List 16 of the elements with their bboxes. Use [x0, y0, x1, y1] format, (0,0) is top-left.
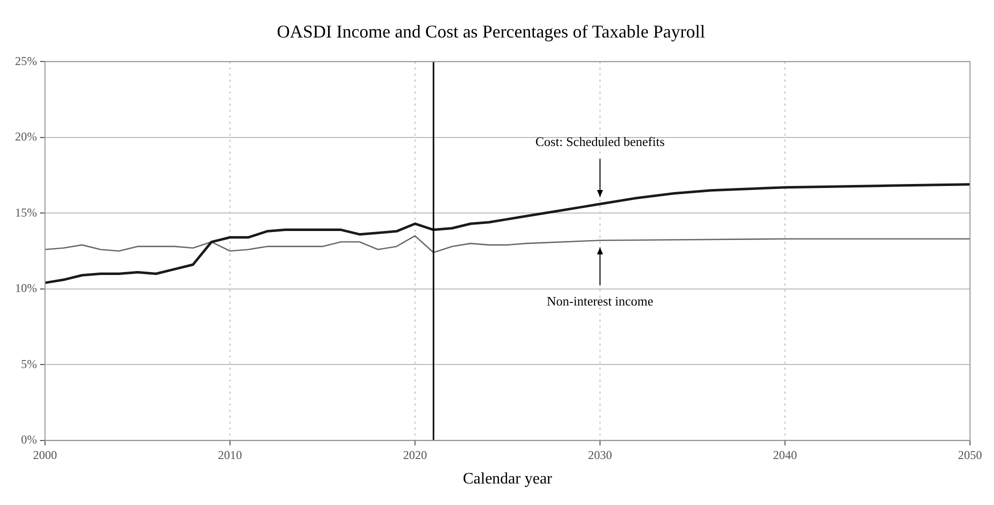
- x-tick-label: 2000: [32, 448, 57, 462]
- y-tick-label: 5%: [20, 356, 37, 371]
- x-tick-label: 2040: [773, 448, 797, 462]
- x-tick-label: 2010: [218, 448, 242, 462]
- y-tick-label: 25%: [14, 54, 37, 68]
- y-tick-label: 15%: [14, 205, 37, 220]
- y-tick-label: 0%: [20, 432, 37, 447]
- chart-title: OASDI Income and Cost as Percentages of Taxable Payroll: [276, 22, 706, 42]
- y-tick-label: 20%: [14, 130, 37, 144]
- x-axis-title: Calendar year: [462, 470, 553, 488]
- y-tick-label: 10%: [14, 281, 37, 296]
- x-tick-label: 2030: [588, 448, 612, 462]
- x-tick-label: 2020: [403, 448, 427, 462]
- annotation: Non-interest income: [546, 293, 654, 308]
- x-tick-label: 2050: [958, 448, 982, 462]
- annotation: Cost: Scheduled benefits: [535, 134, 665, 149]
